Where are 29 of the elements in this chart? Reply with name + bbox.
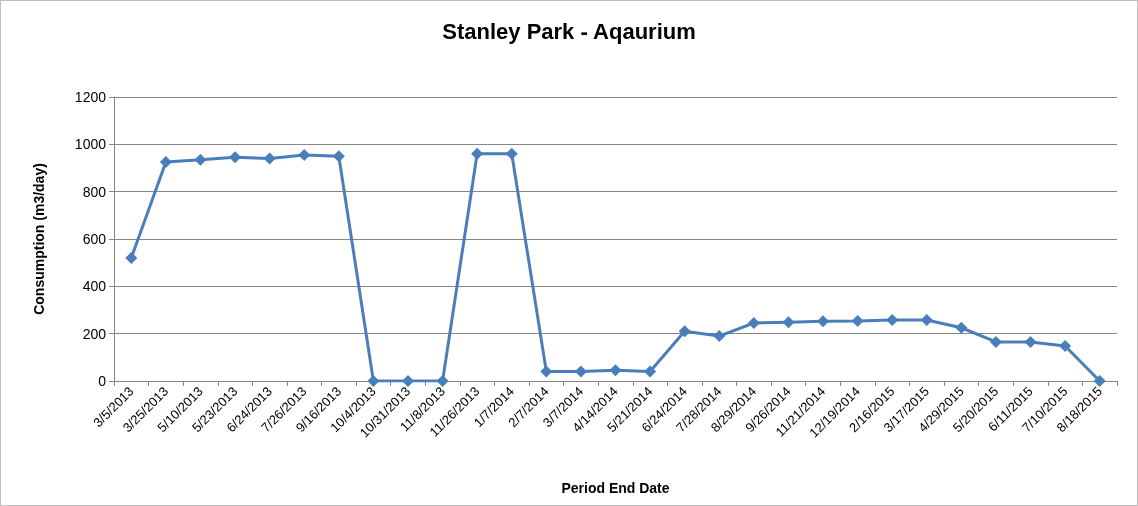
- x-axis-title: Period End Date: [561, 480, 670, 496]
- point: [263, 152, 276, 165]
- point: [436, 375, 449, 387]
- point: [159, 156, 172, 169]
- y-tick-label: 200: [82, 325, 107, 342]
- point: [644, 365, 657, 378]
- y-tick-label: 1200: [74, 89, 107, 105]
- point: [851, 315, 864, 328]
- point: [955, 321, 968, 334]
- point: [125, 251, 138, 264]
- y-tick-label: 600: [82, 231, 107, 247]
- point: [678, 325, 691, 338]
- point: [367, 375, 380, 387]
- y-tick-label: 400: [82, 278, 107, 295]
- point: [332, 150, 345, 163]
- point: [713, 330, 726, 343]
- point: [505, 147, 518, 160]
- y-axis-title: Consumption (m3/day): [31, 163, 47, 315]
- y-tick-label: 1000: [74, 136, 107, 153]
- point: [747, 317, 760, 330]
- y-tick-label: 800: [82, 183, 107, 200]
- point: [1024, 335, 1037, 348]
- point: [1093, 375, 1106, 387]
- point: [989, 335, 1002, 348]
- point: [782, 316, 795, 329]
- y-tick-label: 0: [98, 373, 107, 389]
- chart-title: Stanley Park - Aqaurium: [442, 18, 696, 44]
- point: [194, 153, 207, 166]
- point: [1059, 339, 1072, 352]
